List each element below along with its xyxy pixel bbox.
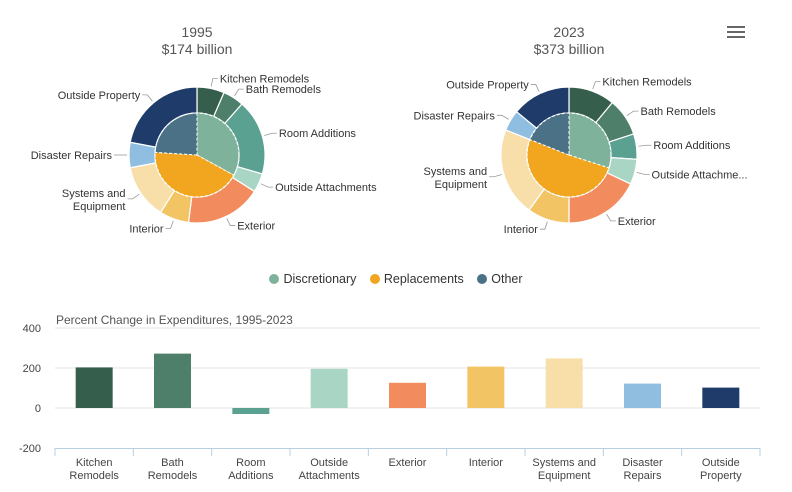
pie-label-connector (592, 81, 601, 90)
pie-label-connector (264, 132, 277, 136)
legend-swatch (477, 274, 488, 284)
y-tick-label: 400 (23, 323, 41, 335)
pie-label-exterior: Exterior (618, 216, 656, 228)
pie-subtitle: $373 billion (534, 41, 605, 57)
bar-disaster-repairs[interactable] (624, 383, 661, 408)
x-tick-label-disaster-repairs: Disaster Repairs (622, 457, 663, 482)
y-tick-label: -200 (19, 443, 41, 455)
chart-menu-button[interactable] (727, 24, 745, 40)
pie-label-connector (165, 220, 174, 229)
bar-chart-title: Percent Change in Expenditures, 1995-202… (56, 313, 293, 327)
bar-kitchen-remodels[interactable] (75, 367, 113, 408)
y-tick-label: 200 (23, 363, 41, 375)
x-tick-label-bath-remodels: Bath Remodels (148, 457, 198, 482)
pie-label-connector (530, 84, 540, 92)
pie-label-connector (606, 213, 616, 222)
pie-label-interior: Interior (129, 223, 164, 235)
pie-label-connector (496, 114, 509, 120)
legend-swatch (369, 274, 380, 284)
pie-label-room-additions: Room Additions (279, 128, 357, 140)
legend-label: Discretionary (283, 272, 357, 286)
legend-label: Other (491, 272, 523, 286)
bar-exterior[interactable] (389, 382, 426, 408)
pie-inner-ring (154, 112, 240, 198)
pie-label-kitchen-remodels: Kitchen Remodels (602, 77, 692, 89)
pie-label-room-additions: Room Additions (653, 140, 731, 152)
pie-label-systems-and-equipment: Systems and Equipment (62, 188, 126, 213)
bar-systems-and-equipment[interactable] (545, 358, 583, 408)
pie-subtitle: $174 billion (162, 41, 233, 57)
bar-interior[interactable] (467, 366, 505, 408)
pie-label-exterior: Exterior (237, 221, 275, 233)
x-tick-label-outside-attachments: Outside Attachments (299, 457, 361, 482)
pie-label-bath-remodels: Bath Remodels (641, 106, 717, 118)
pie-label-kitchen-remodels: Kitchen Remodels (220, 74, 310, 86)
hamburger-menu-icon (727, 26, 745, 28)
x-tick-label-exterior: Exterior (389, 457, 427, 469)
pie-label-connector (260, 183, 274, 188)
pie-label-disaster-repairs: Disaster Repairs (31, 150, 113, 162)
pie-label-connector (489, 174, 502, 178)
legend-item-replacements[interactable]: Replacements (369, 272, 464, 286)
pie-inner-slice-replacements[interactable] (154, 151, 235, 198)
x-tick-label-room-additions: Room Additions (228, 457, 274, 482)
x-tick-label-kitchen-remodels: Kitchen Remodels (69, 457, 119, 482)
pie-inner-ring (526, 112, 612, 198)
pie-label-connector (539, 221, 548, 230)
legend-item-other[interactable]: Other (477, 272, 523, 286)
pie-label-connector (142, 94, 153, 102)
x-tick-label-outside-property: Outside Property (700, 457, 742, 482)
chart-legend: Discretionary Replacements Other (0, 272, 792, 286)
pie-label-outside-attachments: Outside Attachments (275, 182, 377, 194)
legend-swatch (269, 274, 280, 284)
pie-label-connector (226, 218, 236, 226)
pie-label-outside-property: Outside Property (58, 90, 141, 102)
pie-label-connector (210, 78, 218, 87)
pie-label-systems-and-equipment: Systems and Equipment (424, 166, 488, 191)
legend-item-discretionary[interactable]: Discretionary (269, 272, 356, 286)
pie-chart-2023: 2023$373 billion Kitchen Remodels Bath Rem… (414, 24, 748, 236)
bar-outside-attachments[interactable] (310, 368, 348, 408)
pie-label-outside-attachments: Outside Attachme... (652, 169, 748, 181)
pie-label-connector (636, 172, 650, 175)
pie-label-interior: Interior (504, 224, 539, 236)
pie-label-connector (127, 194, 140, 200)
legend-label: Replacements (383, 272, 464, 286)
bar-room-additions[interactable] (232, 408, 270, 414)
pie-label-outside-property: Outside Property (446, 79, 529, 91)
x-tick-label-systems-and-equipment: Systems and Equipment (532, 457, 596, 482)
pie-title: 1995 (181, 24, 212, 40)
y-tick-label: 0 (35, 403, 41, 415)
x-tick-label-interior: Interior (469, 457, 504, 469)
pie-label-disaster-repairs: Disaster Repairs (414, 110, 496, 122)
pie-label-connector (234, 88, 244, 97)
pie-title: 2023 (553, 24, 584, 40)
pie-label-bath-remodels: Bath Remodels (246, 84, 322, 96)
bar-chart: Percent Change in Expenditures, 1995-202… (19, 313, 761, 482)
pie-label-connector (638, 144, 652, 147)
bar-bath-remodels[interactable] (154, 353, 191, 408)
bar-outside-property[interactable] (702, 387, 740, 408)
pie-label-connector (626, 110, 639, 116)
